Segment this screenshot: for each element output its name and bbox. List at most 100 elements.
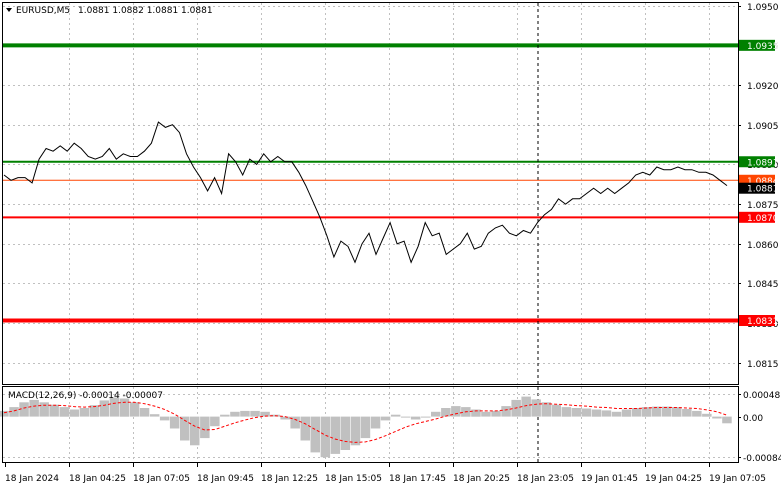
macd-bar [561, 407, 572, 417]
macd-bar [410, 416, 421, 420]
level-price-text: 1.0891 [747, 158, 779, 168]
macd-bar [380, 416, 391, 421]
symbol-timeframe: EURUSD,M5 [16, 6, 70, 16]
macd-bar [631, 408, 642, 417]
macd-bar [390, 414, 401, 417]
price-tick-label: 1.0815 [747, 360, 779, 370]
macd-bar [521, 396, 531, 417]
macd-bar [722, 416, 732, 424]
macd-bar [421, 416, 431, 418]
macd-bar [531, 399, 541, 417]
macd-bar [712, 416, 722, 419]
current-price-marker: 1.0881 [739, 182, 779, 195]
macd-bar [220, 414, 230, 417]
level-price-box [739, 156, 775, 168]
level-price-text: 1.0935 [747, 42, 779, 52]
price-tick-label: 1.0920 [747, 82, 779, 92]
time-tick-label: 18 Jan 04:25 [69, 474, 126, 484]
macd-bar [109, 397, 120, 417]
ohlc-values: 1.0881 1.0882 1.0881 1.0881 [78, 6, 213, 16]
macd-bar [169, 416, 180, 429]
time-tick-label: 19 Jan 04:25 [645, 474, 702, 484]
macd-bar [149, 414, 160, 417]
level-price-box [739, 39, 775, 51]
macd-bar [370, 416, 381, 429]
macd-bar [39, 402, 49, 417]
macd-bar [651, 406, 662, 417]
price-line [3, 121, 728, 264]
macd-bar [551, 404, 561, 417]
macd-bar [692, 410, 702, 417]
level-price-text: 1.0870 [747, 214, 779, 224]
macd-bar [79, 408, 90, 417]
macd-bar [280, 416, 290, 420]
macd-bar [99, 400, 110, 417]
macd-bar [611, 411, 622, 417]
price-panel [2, 2, 739, 463]
dropdown-arrow-icon[interactable] [6, 8, 12, 12]
macd-bar [19, 402, 29, 417]
macd-bar [672, 407, 682, 417]
price-tick-label: 1.0950 [747, 3, 779, 13]
price-panel-border [2, 2, 739, 385]
macd-bar [541, 402, 551, 417]
macd-bar [682, 409, 692, 417]
price-tick-label: 1.0905 [747, 122, 779, 132]
level-price-box [739, 211, 775, 223]
macd-bar [59, 407, 69, 417]
macd-bar [0, 410, 9, 417]
time-tick-label: 18 Jan 20:25 [453, 474, 510, 484]
level-price-text: 1.0831 [747, 317, 779, 327]
time-tick-label: 19 Jan 01:45 [581, 474, 638, 484]
macd-panel: MACD(12,26,9) -0.00014 -0.00007 0.000480… [0, 386, 781, 464]
macd-bar [129, 402, 140, 417]
macd-bar [210, 416, 220, 427]
level-price-text: 1.0884 [747, 177, 779, 187]
macd-bar [190, 416, 200, 446]
macd-bar [139, 408, 150, 417]
macd-bar [340, 416, 351, 450]
chart-header: EURUSD,M5 1.0881 1.0882 1.0881 1.0881 [6, 6, 213, 16]
macd-bar [180, 416, 190, 441]
macd-bar [501, 406, 511, 417]
time-tick-label: 18 Jan 09:45 [197, 474, 254, 484]
macd-bar [471, 409, 481, 417]
macd-signal-path [3, 401, 728, 443]
macd-bar [200, 416, 210, 439]
macd-bar [330, 416, 341, 454]
macd-bar [621, 409, 632, 417]
time-tick-label: 18 Jan 2024 [5, 474, 59, 484]
macd-bar [481, 411, 491, 417]
price-tick-label: 1.0875 [747, 201, 779, 211]
macd-bar [360, 416, 371, 439]
macd-bar [571, 408, 582, 417]
price-axis: 1.09501.09351.09201.09051.08901.08751.08… [738, 3, 779, 370]
macd-histogram [0, 396, 732, 458]
macd-bar [260, 411, 270, 417]
macd-tick-label: -0.00084 [743, 454, 781, 464]
macd-label: MACD(12,26,9) -0.00014 -0.00007 [8, 391, 163, 401]
macd-axis-ticks: 0.00048 0.00 -0.00084 [738, 391, 781, 464]
macd-bar [451, 406, 461, 417]
price-tick-label: 1.0845 [747, 280, 779, 290]
level-price-box [739, 174, 775, 186]
macd-bar [119, 398, 130, 417]
time-tick-label: 18 Jan 15:05 [325, 474, 382, 484]
macd-bar [601, 410, 612, 417]
time-tick-label: 18 Jan 07:05 [133, 474, 190, 484]
macd-bar [49, 404, 59, 417]
level-lines [3, 43, 738, 323]
macd-bar [641, 407, 652, 417]
macd-bar [702, 413, 712, 417]
level-price-box [739, 315, 775, 326]
time-tick-label: 18 Jan 17:45 [389, 474, 446, 484]
macd-tick-label: 0.00 [743, 414, 763, 424]
macd-bar [300, 416, 310, 441]
macd-bar [662, 406, 672, 417]
macd-bar [69, 409, 79, 417]
macd-tick-label: 0.00048 [743, 391, 780, 401]
macd-bar [9, 407, 19, 417]
macd-signal-line [3, 401, 728, 443]
macd-bar [431, 411, 441, 417]
macd-panel-border [2, 386, 739, 463]
